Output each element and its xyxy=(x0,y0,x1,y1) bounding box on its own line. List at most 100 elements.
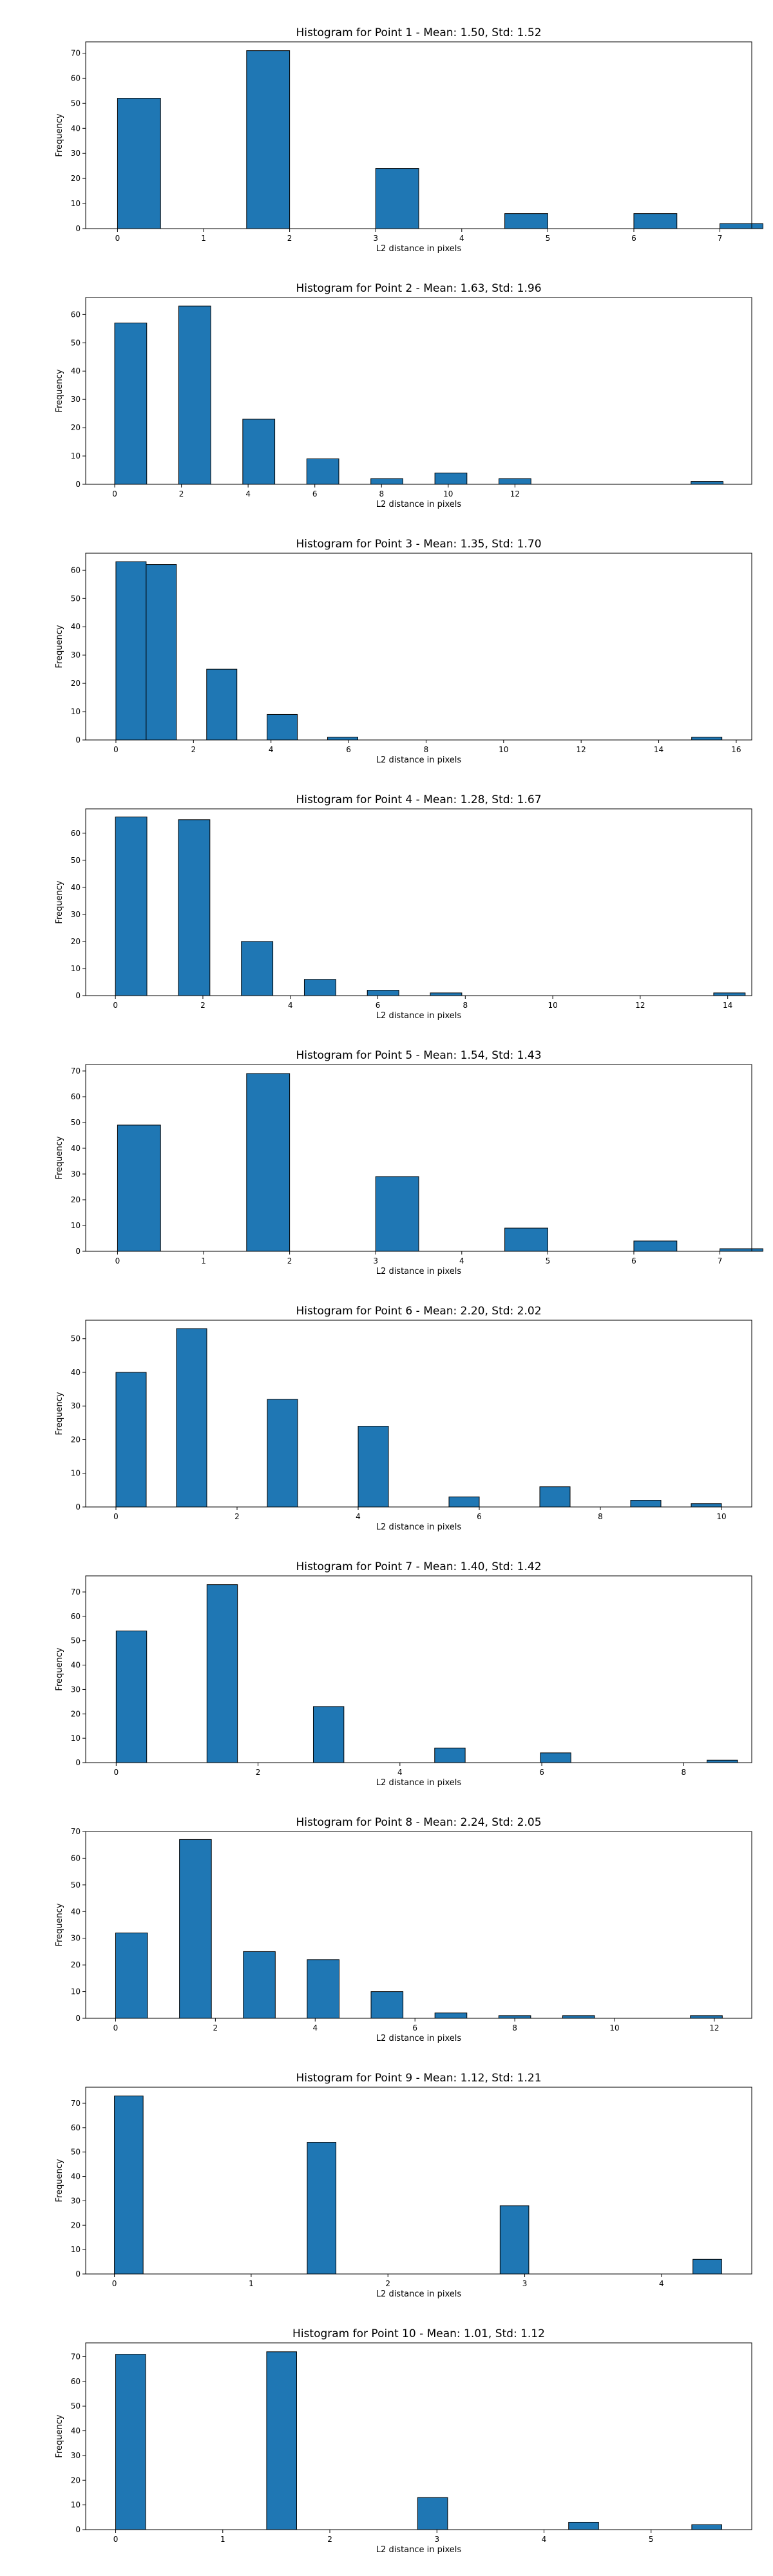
y-tick-label: 30 xyxy=(71,910,81,919)
x-tick-label: 4 xyxy=(245,489,251,498)
histogram-panel: Histogram for Point 9 - Mean: 1.12, Std:… xyxy=(55,2072,752,2299)
x-tick-label: 2 xyxy=(385,2279,390,2288)
histogram-panel: Histogram for Point 3 - Mean: 1.35, Std:… xyxy=(55,538,752,765)
histogram-panel: Histogram for Point 5 - Mean: 1.54, Std:… xyxy=(55,1049,763,1276)
y-tick-label: 70 xyxy=(71,49,81,58)
histogram-panel: Histogram for Point 2 - Mean: 1.63, Std:… xyxy=(55,282,752,509)
x-tick-label: 8 xyxy=(598,1512,603,1521)
y-tick-label: 0 xyxy=(75,1502,81,1511)
histogram-bar xyxy=(720,223,763,229)
y-tick-label: 10 xyxy=(71,1469,81,1478)
y-tick-label: 10 xyxy=(71,1221,81,1230)
histogram-bar xyxy=(434,1747,466,1763)
axes-frame xyxy=(85,1575,752,1763)
y-tick-label: 20 xyxy=(71,1435,81,1444)
histogram-bar xyxy=(434,472,468,485)
x-tick-label: 1 xyxy=(201,1256,206,1265)
histogram-bar xyxy=(241,941,274,996)
y-axis-label: Frequency xyxy=(55,1903,64,1946)
y-tick-label: 20 xyxy=(71,174,81,183)
x-tick-label: 14 xyxy=(654,745,663,754)
y-tick-label: 60 xyxy=(71,2123,81,2132)
histogram-bar xyxy=(448,1496,480,1508)
y-tick-label: 30 xyxy=(71,2196,81,2205)
y-tick-label: 70 xyxy=(71,1587,81,1596)
x-tick-label: 1 xyxy=(220,2535,225,2544)
x-tick-label: 4 xyxy=(312,2023,318,2032)
x-tick-label: 7 xyxy=(718,234,723,243)
histogram-bar xyxy=(114,323,148,485)
histogram-bar xyxy=(568,2521,599,2530)
histogram-bar xyxy=(691,737,723,741)
x-tick-label: 4 xyxy=(269,745,274,754)
y-tick-label: 30 xyxy=(71,1934,81,1943)
x-tick-label: 2 xyxy=(287,234,292,243)
histogram-bar xyxy=(206,668,238,741)
histogram-bar xyxy=(375,1176,419,1252)
histogram-bar xyxy=(430,992,463,996)
x-tick-label: 0 xyxy=(113,2023,119,2032)
x-tick-label: 8 xyxy=(463,1001,468,1010)
x-tick-label: 6 xyxy=(631,234,636,243)
y-tick-label: 60 xyxy=(71,1092,81,1101)
x-tick-label: 3 xyxy=(522,2279,528,2288)
histogram-bar xyxy=(499,2205,530,2275)
y-tick-label: 0 xyxy=(75,735,81,744)
x-tick-label: 0 xyxy=(114,1768,119,1777)
y-tick-label: 50 xyxy=(71,1118,81,1127)
y-tick-label: 30 xyxy=(71,1685,81,1694)
y-tick-label: 60 xyxy=(71,2377,81,2386)
x-tick-label: 4 xyxy=(288,1001,293,1010)
histogram-bar xyxy=(115,2354,146,2530)
x-tick-label: 4 xyxy=(356,1512,361,1521)
y-tick-label: 50 xyxy=(71,1880,81,1889)
y-tick-label: 60 xyxy=(71,565,81,574)
histogram-bar xyxy=(303,979,336,996)
x-tick-label: 2 xyxy=(256,1768,261,1777)
axes-frame xyxy=(85,553,752,741)
y-tick-label: 10 xyxy=(71,1987,81,1996)
x-tick-label: 2 xyxy=(213,2023,218,2032)
histogram-bar xyxy=(504,213,548,229)
x-tick-label: 1 xyxy=(201,234,206,243)
x-tick-label: 0 xyxy=(113,1001,118,1010)
y-axis-label: Frequency xyxy=(55,625,64,668)
histogram-bar xyxy=(115,1631,148,1763)
y-tick-label: 50 xyxy=(71,594,81,603)
histogram-bar xyxy=(115,561,147,741)
histogram-bar xyxy=(307,2142,337,2275)
y-axis-label: Frequency xyxy=(55,2414,64,2458)
x-tick-label: 0 xyxy=(112,489,117,498)
x-tick-label: 2 xyxy=(287,1256,292,1265)
y-tick-label: 40 xyxy=(71,1907,81,1916)
x-tick-label: 3 xyxy=(373,1256,378,1265)
histogram-bar xyxy=(312,1706,345,1763)
histogram-bar xyxy=(713,992,746,996)
histogram-bar xyxy=(370,1991,404,2019)
x-axis-label: L2 distance in pixels xyxy=(376,2289,462,2299)
y-tick-label: 40 xyxy=(71,366,81,375)
histogram-bar xyxy=(266,2351,297,2530)
y-tick-label: 20 xyxy=(71,679,81,688)
y-tick-label: 40 xyxy=(71,1368,81,1377)
histogram-panel: Histogram for Point 7 - Mean: 1.40, Std:… xyxy=(55,1560,752,1788)
x-tick-label: 3 xyxy=(373,234,378,243)
y-tick-label: 50 xyxy=(71,338,81,347)
y-tick-label: 40 xyxy=(71,2172,81,2181)
axes-frame xyxy=(85,41,752,229)
x-tick-label: 1 xyxy=(249,2279,254,2288)
y-tick-label: 40 xyxy=(71,1144,81,1153)
y-tick-label: 20 xyxy=(71,1960,81,1969)
x-tick-label: 5 xyxy=(546,1256,551,1265)
y-tick-label: 60 xyxy=(71,310,81,319)
y-tick-label: 60 xyxy=(71,829,81,838)
x-tick-label: 0 xyxy=(113,1512,119,1521)
x-axis-label: L2 distance in pixels xyxy=(376,1778,462,1788)
chart-title: Histogram for Point 5 - Mean: 1.54, Std:… xyxy=(296,1049,541,1062)
x-tick-label: 6 xyxy=(312,489,318,498)
y-tick-label: 50 xyxy=(71,1636,81,1645)
y-tick-label: 20 xyxy=(71,2476,81,2485)
x-tick-label: 12 xyxy=(709,2023,719,2032)
x-tick-label: 8 xyxy=(379,489,384,498)
y-tick-label: 0 xyxy=(75,224,81,233)
